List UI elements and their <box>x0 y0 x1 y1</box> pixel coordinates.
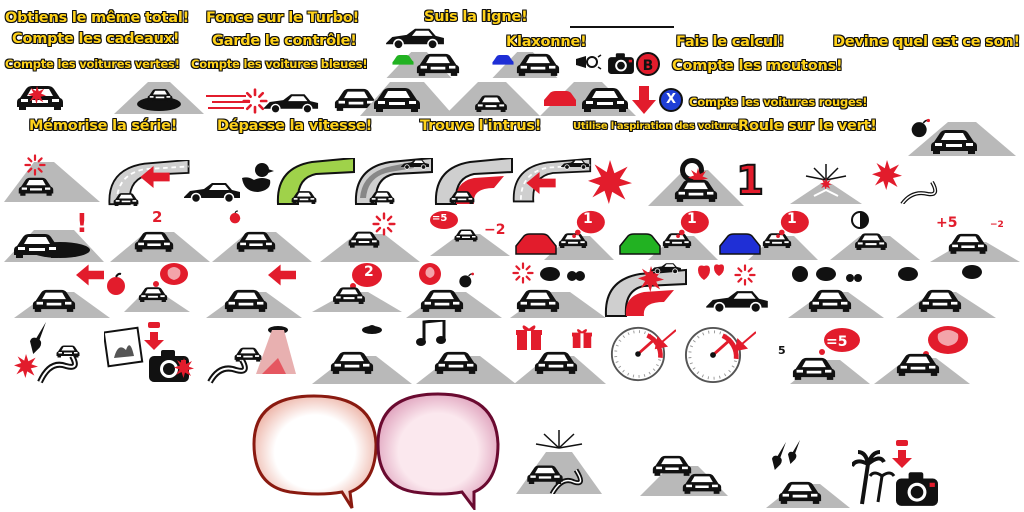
burst-icon <box>588 160 632 204</box>
label-honk: Klaxonne! <box>506 34 587 50</box>
duck-icon <box>242 163 274 192</box>
crashed-car-icon <box>17 86 63 110</box>
race-car-side-icon <box>384 26 446 50</box>
animals-car-icon <box>788 266 884 318</box>
curve-arrow-icon <box>512 158 592 203</box>
sheep-car-icon <box>896 265 996 318</box>
ball-car-icon <box>830 211 920 260</box>
speech-two-marker: 2 <box>364 264 374 280</box>
sparks-car-icon <box>4 154 100 202</box>
green-car-icon <box>392 54 414 65</box>
car-road-icon <box>360 82 454 116</box>
label-keep-control: Garde le contrôle! <box>212 33 357 49</box>
arrow-car-icon <box>206 264 302 318</box>
bubble-car-icon <box>874 326 970 384</box>
car-icon <box>516 52 560 76</box>
green-car-bubble-icon <box>619 210 718 260</box>
ufo-beam-icon <box>207 326 296 384</box>
label-follow-line: Suis la ligne! <box>424 9 528 25</box>
x-button-icon: X <box>659 88 683 112</box>
minus-five-icon <box>430 211 510 256</box>
gifts-car-icon <box>514 325 606 384</box>
label-do-math: Fais le calcul! <box>676 34 785 50</box>
apple-bubble-icon <box>106 263 190 312</box>
speech-one-marker: 1 <box>687 211 697 227</box>
two-cars-icon <box>640 455 728 496</box>
minus-five-marker: =5 <box>432 213 448 224</box>
red-curve-icon <box>434 158 513 205</box>
music-car-icon <box>416 320 516 384</box>
label-exceed-speed: Dépasse la vitesse! <box>217 118 373 134</box>
speedometer-icon <box>610 324 676 382</box>
curve-arrow-icon <box>108 160 190 206</box>
red-car-bubble-icon <box>515 210 614 260</box>
bright-road-car-icon <box>516 430 602 494</box>
label-turbo: Fonce sur le Turbo! <box>206 10 360 26</box>
blue-car-icon <box>492 54 514 65</box>
sparks-items-car-icon <box>510 262 606 318</box>
sparks-car-icon <box>320 212 420 262</box>
down-arrow-icon <box>632 86 656 114</box>
red-curve-burst-icon <box>604 262 687 317</box>
b-button-icon: B <box>636 52 660 76</box>
label-memorize-series: Mémorise la série! <box>29 118 178 134</box>
arrow-car-icon <box>14 264 110 318</box>
label-use-slipstream: Utilise l'aspiration des voitures! <box>573 121 748 132</box>
minus-two-marker: −2 <box>484 222 506 238</box>
burst-road-icon <box>872 160 938 204</box>
apple-car-icon <box>212 210 312 262</box>
label-same-total: Obtiens le même total! <box>5 10 190 26</box>
label-find-intruder: Trouve l'intrus! <box>420 118 542 134</box>
five-marker: 5 <box>778 344 786 357</box>
race-car-side-icon <box>182 180 242 204</box>
slipstream-curve-icon <box>354 158 433 205</box>
meteor-car-icon <box>766 440 850 508</box>
minus-two-small-marker: −2 <box>990 220 1004 230</box>
green-curve-icon <box>276 158 355 205</box>
count-two-marker: 2 <box>152 208 163 226</box>
turbo-car-icon <box>206 88 319 114</box>
car-icon <box>416 52 460 76</box>
road-oil-icon <box>114 82 204 114</box>
red-car-group-icon <box>540 82 636 116</box>
label-count-sheep: Compte les moutons! <box>672 58 843 74</box>
camera-icon <box>608 52 634 74</box>
slipstream-rays-icon <box>790 164 862 204</box>
count-two-icon <box>110 231 210 262</box>
bomb-road-icon <box>908 118 1016 156</box>
wheel-car-icon <box>648 158 744 206</box>
equals-five-marker: =5 <box>826 334 848 350</box>
label-drive-green: Roule sur le vert! <box>738 118 877 134</box>
photo-camera-icon <box>104 322 194 382</box>
car-road-icon <box>930 233 1020 262</box>
oil-car-icon: ! <box>4 210 104 262</box>
apple-bomb-car-icon <box>406 263 502 318</box>
label-count-blue-cars: Compte les voitures bleues! <box>191 57 368 71</box>
label-count-gifts: Compte les cadeaux! <box>12 31 180 47</box>
label-guess-sound: Devine quel est ce son! <box>833 34 1020 50</box>
hearts-race-car-icon <box>698 264 769 314</box>
ufo-car-icon <box>312 325 412 384</box>
plus-five-marker: +5 <box>936 215 958 231</box>
bubble-two-icon <box>312 263 402 312</box>
follow-line-stroke <box>570 26 674 28</box>
svg-text:!: ! <box>76 210 88 239</box>
blue-car-bubble-icon <box>719 210 818 260</box>
number-one-marker: 1 <box>735 158 765 204</box>
speech-one-marker: 1 <box>787 211 797 227</box>
label-count-green-cars: Compte les voitures vertes! <box>5 57 180 71</box>
equals-five-car-icon <box>790 328 870 384</box>
label-count-red-cars: Compte les voitures rouges! <box>689 95 868 109</box>
meteor-road-icon <box>14 322 80 384</box>
speech-bubble-pink <box>376 392 500 510</box>
speech-one-marker: 1 <box>583 211 593 227</box>
road-car-icon <box>444 82 540 116</box>
horn-icon <box>576 54 602 70</box>
speech-bubble-red <box>252 394 378 509</box>
palm-camera-icon <box>852 440 938 506</box>
speedometer-icon <box>684 324 756 384</box>
